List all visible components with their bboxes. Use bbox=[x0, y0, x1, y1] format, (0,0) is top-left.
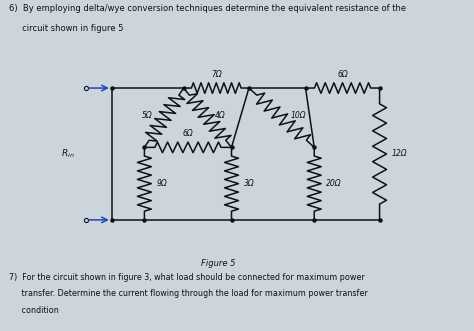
Text: 10Ω: 10Ω bbox=[290, 111, 306, 119]
Text: 7)  For the circuit shown in figure 3, what load should be connected for maximum: 7) For the circuit shown in figure 3, wh… bbox=[9, 273, 365, 282]
Text: 6Ω: 6Ω bbox=[182, 129, 193, 138]
Text: 12Ω: 12Ω bbox=[392, 150, 407, 159]
Text: 3Ω: 3Ω bbox=[244, 179, 255, 188]
Text: circuit shown in figure 5: circuit shown in figure 5 bbox=[9, 24, 124, 33]
Text: $R_{in}$: $R_{in}$ bbox=[62, 148, 75, 160]
Text: 4Ω: 4Ω bbox=[215, 111, 226, 119]
Text: 7Ω: 7Ω bbox=[211, 70, 222, 79]
Text: 9Ω: 9Ω bbox=[156, 179, 167, 188]
Text: Figure 5: Figure 5 bbox=[201, 260, 236, 268]
Text: transfer. Determine the current flowing through the load for maximum power trans: transfer. Determine the current flowing … bbox=[9, 289, 368, 298]
Text: 20Ω: 20Ω bbox=[327, 179, 342, 188]
Text: condition: condition bbox=[9, 306, 59, 314]
Text: 5Ω: 5Ω bbox=[142, 111, 153, 119]
Text: 6Ω: 6Ω bbox=[337, 70, 348, 79]
Text: 6)  By employing delta/wye conversion techniques determine the equivalent resist: 6) By employing delta/wye conversion tec… bbox=[9, 4, 407, 13]
